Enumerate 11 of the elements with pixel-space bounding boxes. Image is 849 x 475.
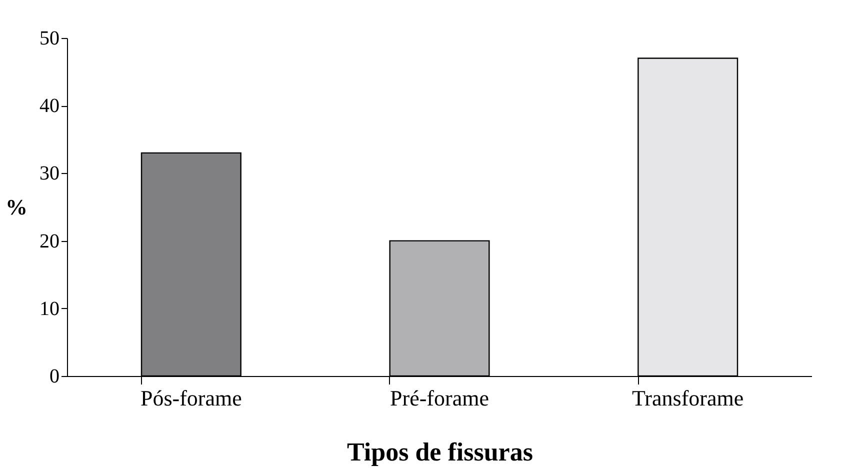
y-tick-label: 30 [40,162,60,185]
y-tick-label: 40 [40,95,60,118]
y-tick-label: 0 [50,366,60,388]
x-tick-label: Transforame [632,386,744,410]
y-tick-label: 50 [40,28,60,50]
x-tick-label: Pós-forame [140,386,242,410]
x-axis-title: Tipos de fissuras [347,438,533,466]
y-tick-label: 20 [40,230,60,252]
x-tick-label: Pré-forame [390,386,489,410]
y-tick-label: 10 [40,298,60,320]
y-axis-title: % [6,194,28,220]
